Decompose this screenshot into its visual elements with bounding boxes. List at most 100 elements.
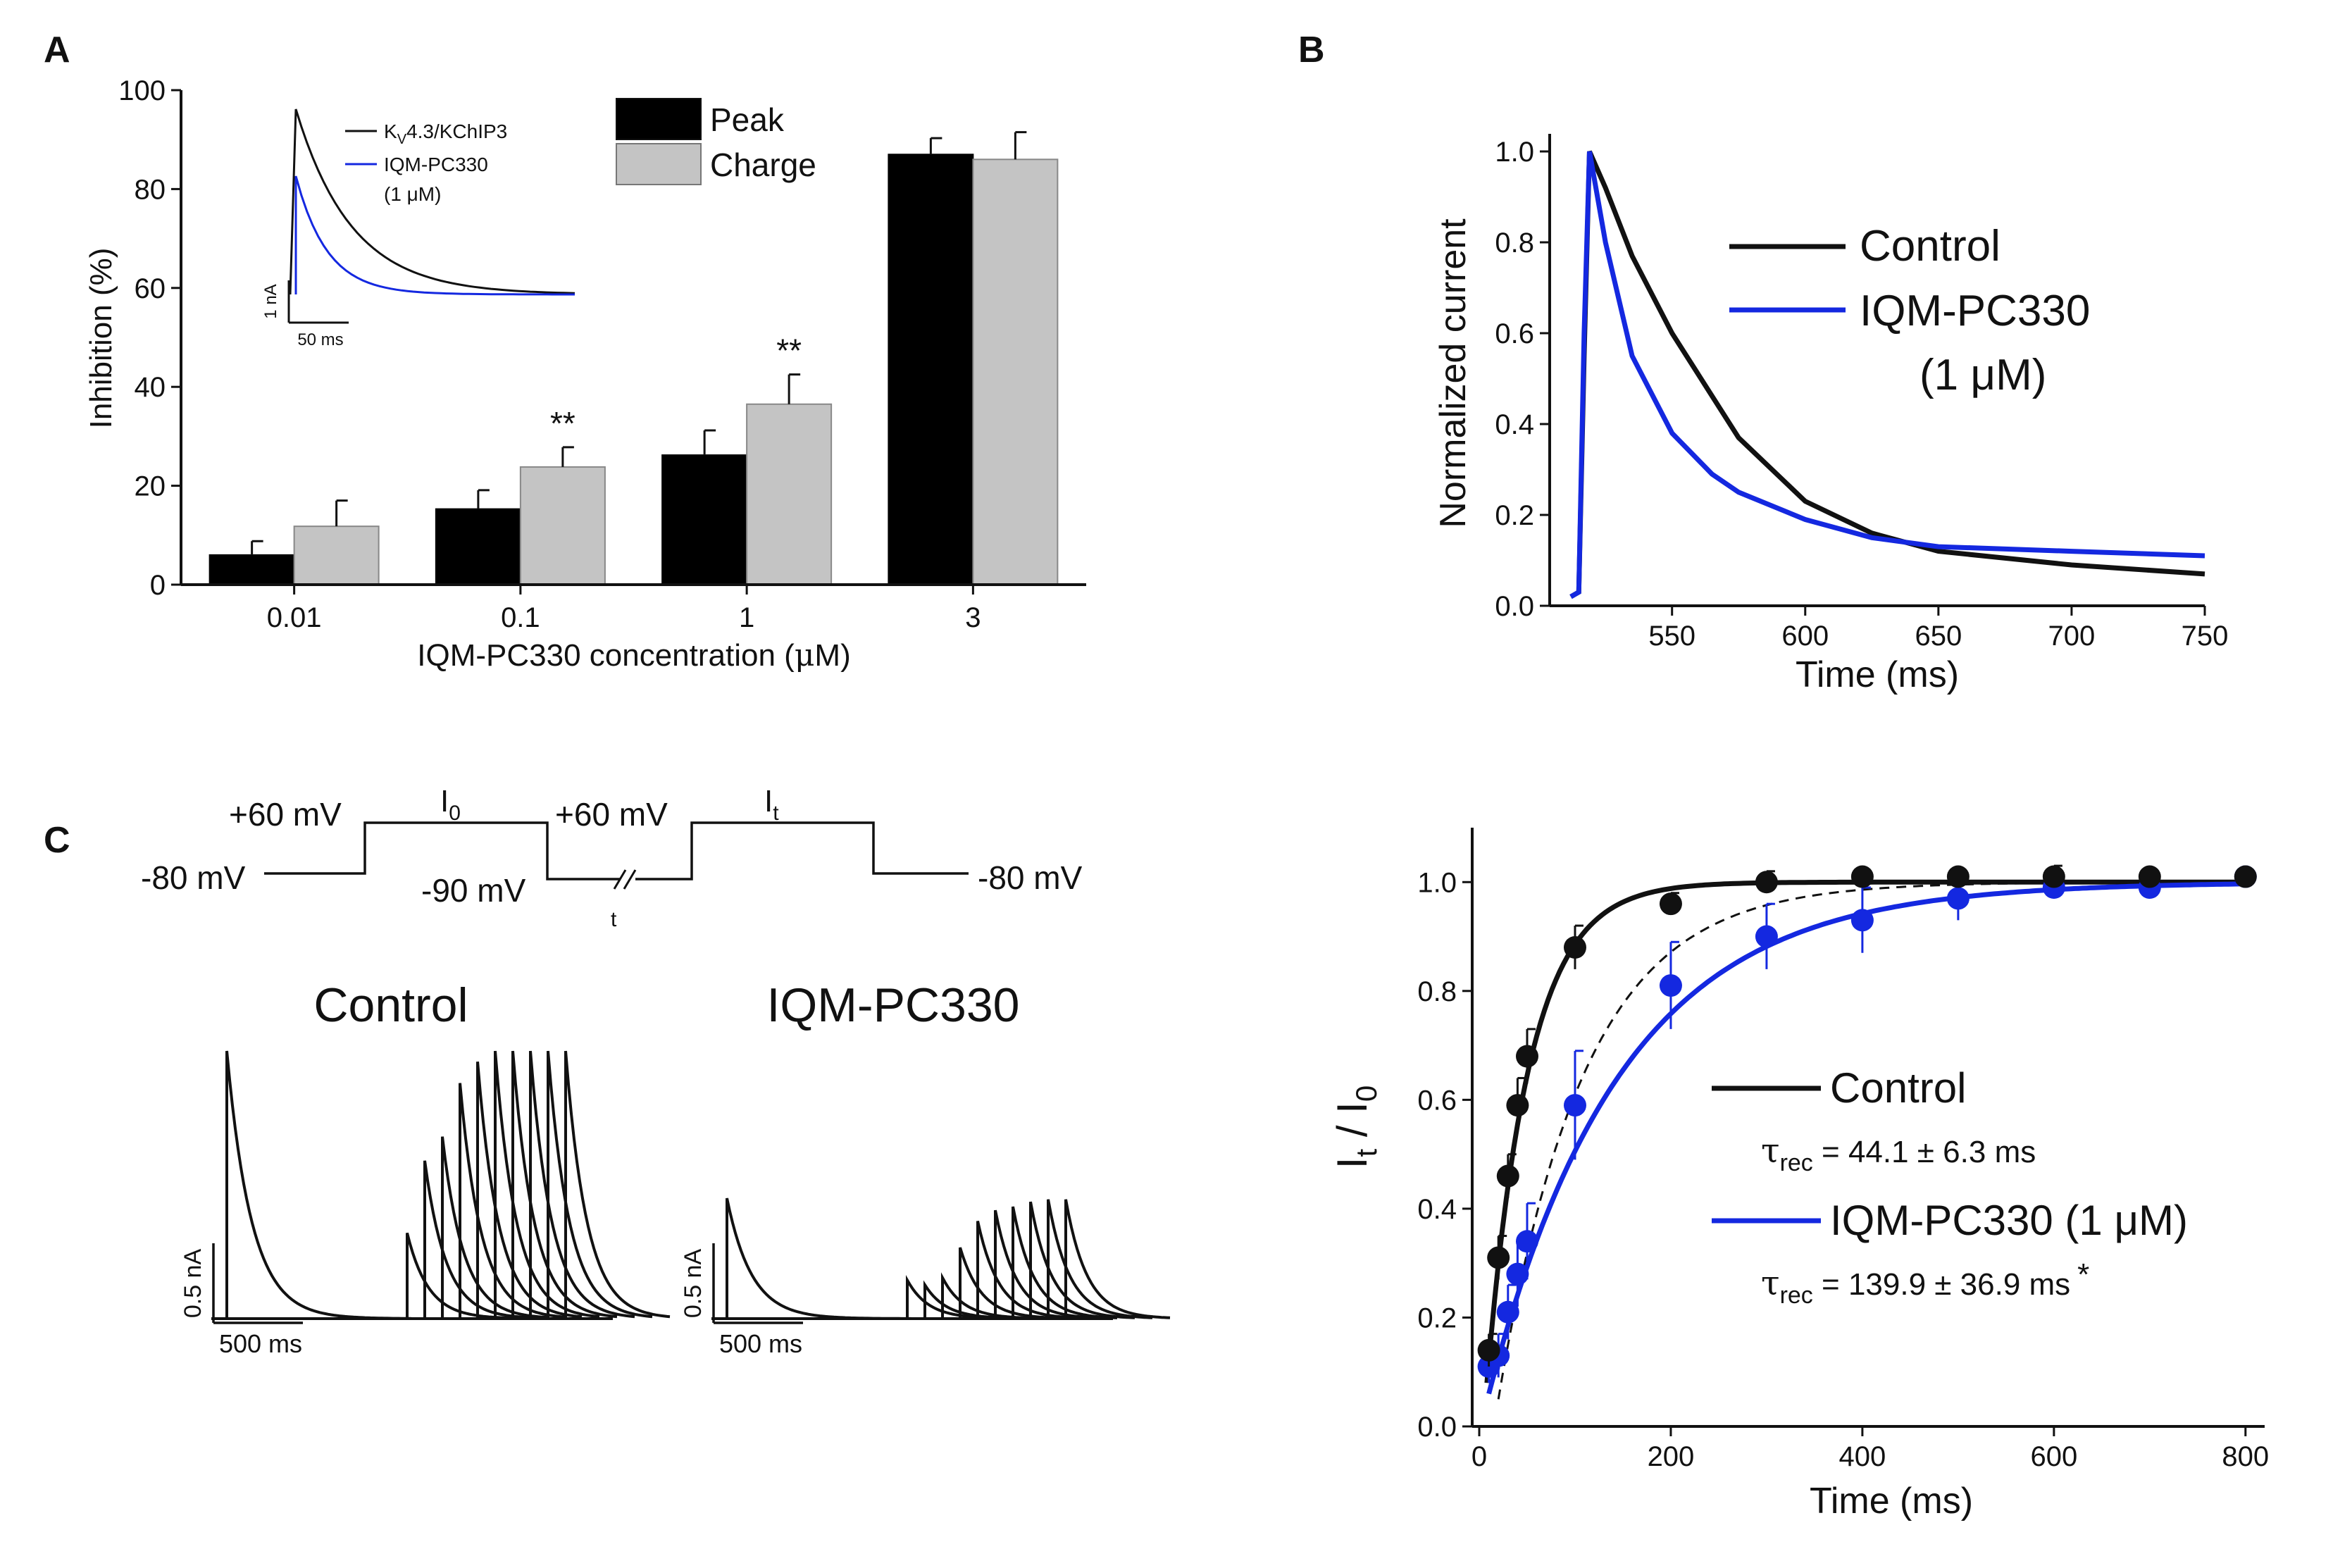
trace-test-pulse: [1029, 1201, 1135, 1319]
panel-c-point-control: [1755, 871, 1778, 894]
panel-a-y-tick-label: 0: [150, 570, 166, 601]
panel-a-significance: **: [550, 405, 575, 442]
panel-a-xlabel: IQM-PC330 concentration (μM): [417, 637, 850, 673]
panel-b-y-tick-label: 0.8: [1495, 228, 1534, 259]
protocol-break-mark-1: [613, 869, 627, 890]
panel-b-legend-drug: IQM-PC330: [1860, 287, 2090, 335]
panel-a-bar-peak: [209, 554, 295, 586]
protocol-v-hold-right: -80 mV: [978, 859, 1083, 896]
control-scale-nA: 0.5 nA: [180, 1249, 206, 1319]
panel-a-bar-charge: [293, 525, 380, 585]
legend-peak-label: Peak: [710, 101, 785, 138]
trace-test-pulse: [976, 1221, 1083, 1319]
inset-legend-drug-label: IQM-PC330: [384, 154, 488, 175]
protocol-i0: I0: [440, 784, 461, 825]
panel-c-point-control: [1946, 865, 1970, 888]
panel-a-x-tick-label: 0.1: [501, 602, 540, 633]
panel-b-ticks: 0.0 0.2 0.4 0.6 0.8 1.0 550 600 650 700 750: [1495, 137, 2228, 652]
panel-c-y-tick-label: 0.8: [1417, 976, 1457, 1007]
panel-c-tau-control: τrec = 44.1 ± 6.3 ms: [1761, 1131, 2036, 1176]
panel-b-y-tick-label: 0.6: [1495, 318, 1534, 349]
control-trace-family: [211, 1050, 671, 1320]
protocol-v-step2: +60 mV: [555, 796, 668, 833]
protocol-break-mark-2: [623, 869, 637, 890]
panel-c-point-drug: [1563, 1094, 1586, 1117]
legend-charge-swatch: [616, 143, 702, 185]
panel-b-x-tick-label: 750: [2182, 621, 2229, 652]
panel-b-x-tick-label: 700: [2048, 621, 2096, 652]
trace-test-pulse: [459, 1083, 565, 1319]
legend-peak-swatch: [616, 98, 702, 140]
panel-c-point-control: [1515, 1045, 1538, 1068]
legend-charge-label: Charge: [710, 147, 816, 183]
panel-b-legend-drug-conc: (1 μM): [1919, 351, 2046, 399]
panel-c-point-drug: [1506, 1262, 1529, 1286]
panel-b-x-tick-label: 600: [1781, 621, 1829, 652]
panel-c-point-control: [1563, 936, 1586, 959]
inset-legend-drug-conc: (1 μM): [384, 183, 441, 205]
traces-drug-title: IQM-PC330: [767, 978, 1020, 1032]
protocol-v-inter: -90 mV: [421, 872, 526, 909]
panel-c-point-control: [2234, 865, 2257, 888]
protocol-v-step1: +60 mV: [229, 796, 342, 833]
traces-control-title: Control: [313, 978, 468, 1032]
panel-a-bar-peak: [888, 154, 974, 585]
panel-b-y-tick-label: 0.0: [1495, 591, 1534, 622]
panel-c-y-tick-label: 0.4: [1417, 1194, 1457, 1225]
inset-scale-x-label: 50 ms: [297, 330, 343, 349]
panel-c-control-fit: [1484, 879, 2246, 1383]
panel-c-point-control: [2042, 865, 2065, 888]
panel-a: ** ** 0 20 40 60 80 100 0.01 0.1 1 3 Inhibition (…: [84, 75, 1086, 673]
panel-a-significance: **: [776, 332, 802, 369]
panel-a-ylabel: Inhibition (%): [84, 248, 118, 429]
panel-label-b: B: [1298, 30, 1325, 70]
trace-test-pulse: [441, 1136, 547, 1319]
trace-test-pulse: [423, 1160, 530, 1319]
panel-c-legend-drug: IQM-PC330 (1 μM): [1830, 1197, 2188, 1244]
panel-c-ylabel: It / I0: [1329, 1085, 1383, 1169]
panel-a-y-tick-label: 100: [118, 75, 166, 106]
trace-test-pulse: [1064, 1199, 1171, 1319]
panel-a-y-tick-label: 20: [135, 471, 166, 502]
panel-b: 0.0 0.2 0.4 0.6 0.8 1.0 550 600 650 700 750 Normal…: [1433, 134, 2228, 695]
panel-a-bar-peak: [435, 508, 521, 585]
panel-a-y-tick-label: 60: [135, 273, 166, 304]
trace-test-pulse: [494, 1050, 600, 1319]
inset-drug-trace: [294, 175, 575, 296]
panel-c-legend-control: Control: [1830, 1064, 1966, 1112]
trace-test-pulse: [564, 1050, 671, 1319]
drug-scale-nA: 0.5 nA: [680, 1249, 707, 1319]
panel-c-point-control: [2138, 865, 2161, 888]
panel-a-bar-charge: [519, 466, 606, 586]
panel-a-bar-charge: [972, 158, 1059, 585]
panel-a-x-tick-label: 1: [739, 602, 754, 633]
panel-c-ticks: 0.0 0.2 0.4 0.6 0.8 1.0 0 200 400 600 800: [1417, 867, 2269, 1472]
panel-c-point-drug: [1515, 1230, 1538, 1253]
trace-test-pulse: [529, 1050, 635, 1319]
panel-b-y-tick-label: 0.4: [1495, 409, 1534, 440]
protocol-t: t: [611, 908, 617, 931]
panel-b-x-tick-label: 650: [1915, 621, 1962, 652]
inset-legend-control-label: KV4.3/KChIP3: [384, 120, 507, 147]
protocol-diagram: -80 mV +60 mV I0 -90 mV +60 mV It t -80 …: [141, 784, 1083, 931]
panel-c-point-control: [1659, 892, 1682, 916]
panel-a-x-tick-label: 3: [965, 602, 981, 633]
panel-a-y-tick-label: 40: [135, 372, 166, 403]
panel-b-ylabel: Normalized current: [1433, 218, 1474, 528]
panel-c-y-tick-label: 0.2: [1417, 1302, 1457, 1333]
protocol-it: It: [764, 784, 779, 825]
panel-c-point-drug: [1496, 1300, 1519, 1324]
panel-c-point-drug: [1755, 925, 1778, 948]
panel-a-y-ticks: 0 20 40 60 80 100: [118, 75, 181, 601]
panel-c-tau-drug: τrec = 139.9 ± 36.9 ms *: [1761, 1257, 2089, 1309]
panel-c-points: [1477, 864, 2257, 1383]
panel-c-x-tick-label: 200: [1648, 1441, 1695, 1472]
control-scale-ms: 500 ms: [219, 1329, 302, 1358]
inset-control-trace: [289, 108, 575, 295]
panel-c-y-tick-label: 0.6: [1417, 1085, 1457, 1116]
panel-c-point-control: [1477, 1338, 1500, 1362]
inset: KV4.3/KChIP3 IQM-PC330 (1 μM) 1 nA 50 ms: [261, 108, 575, 349]
trace-first-pulse: [711, 1197, 913, 1320]
panel-b-y-tick-label: 0.2: [1495, 500, 1534, 531]
